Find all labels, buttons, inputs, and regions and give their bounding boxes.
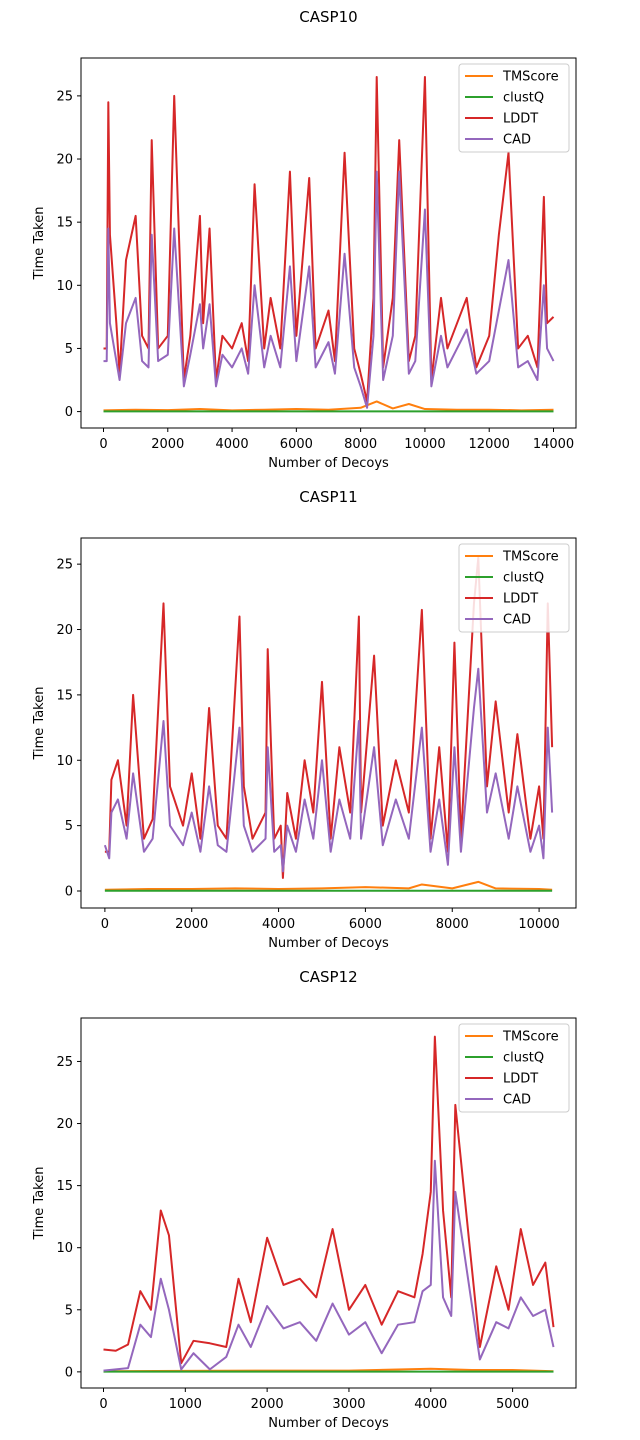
x-tick-label: 12000 [469, 437, 510, 452]
y-tick-label: 5 [65, 819, 73, 834]
x-tick-label: 0 [99, 1397, 107, 1412]
legend-label-clustq: clustQ [503, 571, 544, 586]
legend-box [458, 1023, 570, 1113]
y-axis-label: Time Taken [32, 1166, 47, 1240]
series-line-cad [103, 170, 555, 409]
y-tick-label: 10 [56, 1241, 73, 1256]
plot-frame [80, 57, 577, 429]
x-tick-label: 0 [101, 917, 109, 932]
plot-frame [80, 1017, 577, 1389]
x-tick-label: 6000 [280, 437, 313, 452]
plot-frame [80, 537, 577, 909]
x-tick-label: 10000 [518, 917, 559, 932]
y-tick-label: 10 [56, 279, 73, 294]
x-tick-label: 8000 [344, 437, 377, 452]
legend-box [458, 543, 570, 633]
legend-label-cad: CAD [503, 613, 531, 628]
chart-title: CASP11 [299, 488, 357, 506]
y-tick-label: 20 [56, 1117, 73, 1132]
chart-casp12: CASP12 0 1000 2000 3000 4000 5000 0 5 10 15 20 25 Num… [32, 968, 577, 1431]
y-tick-label: 15 [56, 688, 73, 703]
y-tick-label: 15 [56, 216, 73, 231]
series-line-lddt [103, 75, 555, 403]
legend-box [458, 63, 570, 153]
x-tick-label: 5000 [496, 1397, 529, 1412]
y-tick-label: 25 [56, 89, 73, 104]
x-tick-label: 14000 [533, 437, 574, 452]
y-tick-label: 0 [65, 885, 73, 900]
y-tick-label: 15 [56, 1179, 73, 1194]
series-lines [103, 75, 555, 413]
legend-label-clustq: clustQ [503, 1051, 544, 1066]
x-tick-label: 2000 [151, 437, 184, 452]
y-tick-label: 25 [56, 558, 73, 573]
legend-label-lddt: LDDT [503, 112, 538, 127]
legend: TMScore clustQ LDDT CAD [458, 543, 570, 633]
legend-label-lddt: LDDT [503, 1072, 538, 1087]
series-line-lddt [103, 1035, 555, 1365]
y-tick-label: 0 [65, 405, 73, 420]
y-tick-label: 10 [56, 754, 73, 769]
legend-label-clustq: clustQ [503, 91, 544, 106]
y-axis-label: Time Taken [32, 686, 47, 760]
legend-label-tmscore: TMScore [502, 1030, 559, 1045]
x-tick-label: 4000 [216, 437, 249, 452]
y-axis-label: Time Taken [32, 206, 47, 280]
legend-label-tmscore: TMScore [502, 70, 559, 85]
x-tick-label: 4000 [414, 1397, 447, 1412]
series-lines [103, 1035, 555, 1373]
chart-title: CASP10 [299, 8, 357, 26]
chart-casp11: CASP11 0 2000 4000 6000 8000 10000 0 5 10 15 20 25 Nu… [32, 488, 577, 951]
x-tick-label: 6000 [349, 917, 382, 932]
chart-casp10: CASP10 0 2000 4000 6000 8000 10000 12000 14000 0 5… [32, 8, 577, 471]
legend-label-tmscore: TMScore [502, 550, 559, 565]
x-tick-label: 3000 [332, 1397, 365, 1412]
x-tick-label: 8000 [436, 917, 469, 932]
legend-label-cad: CAD [503, 1093, 531, 1108]
x-axis-label: Number of Decoys [268, 936, 389, 951]
series-line-cad [103, 667, 554, 873]
y-tick-label: 20 [56, 623, 73, 638]
y-tick-label: 20 [56, 153, 73, 168]
x-tick-label: 0 [99, 437, 107, 452]
legend-label-cad: CAD [503, 133, 531, 148]
legend: TMScore clustQ LDDT CAD [458, 63, 570, 153]
x-tick-label: 1000 [169, 1397, 202, 1412]
y-tick-label: 0 [65, 1365, 73, 1380]
x-tick-label: 4000 [262, 917, 295, 932]
y-tick-label: 5 [65, 342, 73, 357]
x-tick-label: 10000 [404, 437, 445, 452]
legend: TMScore clustQ LDDT CAD [458, 1023, 570, 1113]
series-line-cad [103, 1159, 555, 1372]
x-axis-label: Number of Decoys [268, 456, 389, 471]
x-axis-label: Number of Decoys [268, 1416, 389, 1431]
series-line-tmscore [104, 880, 553, 891]
y-tick-label: 5 [65, 1303, 73, 1318]
y-tick-label: 25 [56, 1055, 73, 1070]
x-tick-label: 2000 [251, 1397, 284, 1412]
x-tick-label: 2000 [175, 917, 208, 932]
legend-label-lddt: LDDT [503, 592, 538, 607]
chart-title: CASP12 [299, 968, 357, 986]
series-line-tmscore [103, 400, 554, 412]
